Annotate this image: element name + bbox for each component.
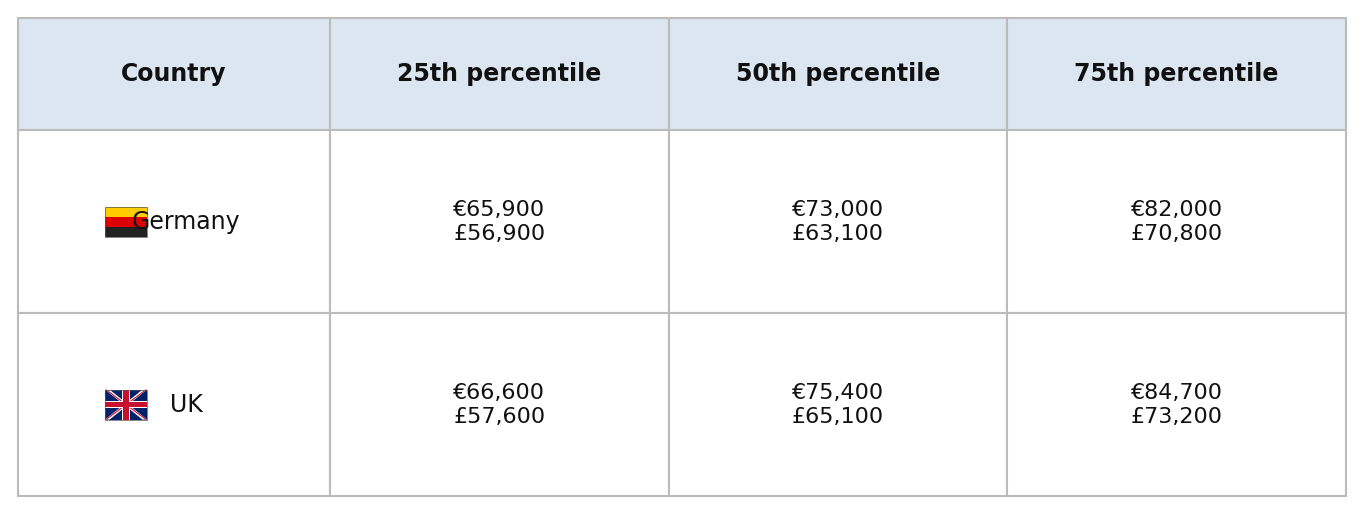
Bar <box>1008 18 1346 131</box>
Text: £57,600: £57,600 <box>453 407 546 427</box>
Bar <box>1008 313 1346 496</box>
Bar <box>330 131 668 313</box>
Bar <box>105 401 147 408</box>
Bar <box>105 390 147 419</box>
Text: €73,000: €73,000 <box>792 200 884 220</box>
Text: £56,900: £56,900 <box>453 224 546 244</box>
Text: £63,100: £63,100 <box>792 224 884 244</box>
Text: €65,900: €65,900 <box>453 200 546 220</box>
Text: UK: UK <box>169 393 202 416</box>
Bar <box>1008 131 1346 313</box>
Bar <box>105 402 147 407</box>
Bar <box>105 207 147 237</box>
Polygon shape <box>105 390 147 419</box>
Bar <box>18 313 330 496</box>
Text: €82,000: €82,000 <box>1131 200 1222 220</box>
Polygon shape <box>105 390 147 419</box>
Text: £65,100: £65,100 <box>792 407 884 427</box>
Bar <box>668 18 1008 131</box>
Bar <box>121 390 130 419</box>
Polygon shape <box>105 390 147 419</box>
Polygon shape <box>105 390 147 419</box>
Text: 50th percentile: 50th percentile <box>735 62 940 86</box>
Bar <box>123 390 128 419</box>
Bar <box>105 217 147 227</box>
Bar <box>330 18 668 131</box>
Text: €66,600: €66,600 <box>453 382 546 402</box>
Bar <box>668 313 1008 496</box>
Text: Country: Country <box>121 62 226 86</box>
Bar <box>668 131 1008 313</box>
Text: £70,800: £70,800 <box>1131 224 1222 244</box>
Bar <box>105 207 147 217</box>
Text: £73,200: £73,200 <box>1131 407 1222 427</box>
Bar <box>105 227 147 237</box>
Text: €84,700: €84,700 <box>1131 382 1222 402</box>
Bar <box>18 131 330 313</box>
Bar <box>18 18 330 131</box>
Bar <box>330 313 668 496</box>
Text: €75,400: €75,400 <box>792 382 884 402</box>
Bar <box>105 390 147 419</box>
Text: Germany: Germany <box>132 210 240 234</box>
Text: 25th percentile: 25th percentile <box>397 62 602 86</box>
Text: 75th percentile: 75th percentile <box>1075 62 1279 86</box>
